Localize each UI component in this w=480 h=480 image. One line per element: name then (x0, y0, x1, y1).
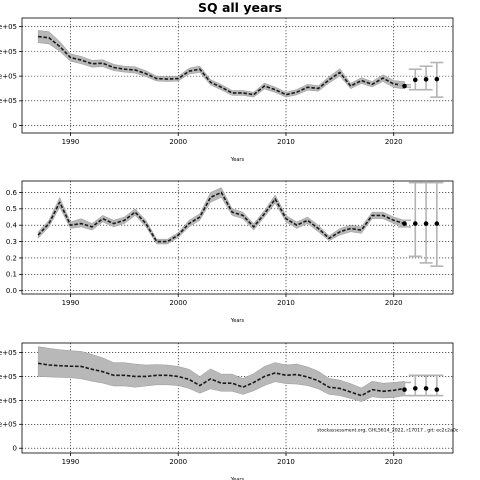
y-tick-label: 0.1 (6, 271, 17, 279)
panel-3: 1990 2000 2010 2020 0 1e+05 2e+05 3e+05 4e+05 Yea… (0, 342, 454, 480)
figure-title: SQ all years (198, 0, 282, 15)
y-tick-label: 4e+05 (0, 349, 17, 357)
forecast-point (412, 386, 418, 391)
forecast-point (423, 386, 429, 391)
y-tick-label: 0.3 (6, 238, 17, 246)
forecast-point (434, 387, 440, 392)
x-tick-label: 2010 (277, 138, 295, 146)
forecast-point (434, 221, 440, 226)
y-tick-label: 3e+05 (0, 373, 17, 381)
estimate-line (37, 191, 405, 243)
confidence-band (37, 187, 405, 245)
y-tick-label: 0.4 (6, 222, 18, 230)
y-tick-label: 0.2 (6, 254, 17, 262)
y-tick-label: 0.0 (6, 287, 17, 295)
x-tick-label: 2020 (385, 458, 403, 466)
x-axis-label: Years (230, 157, 245, 163)
forecast-point (402, 387, 407, 392)
confidence-band (37, 346, 405, 402)
plot-frame (21, 17, 454, 134)
x-tick-label: 2000 (169, 299, 187, 307)
panel-2: 1990 2000 2010 2020 0.0 0.1 0.2 0.3 0.4 0.5 0.6 Yea… (6, 180, 454, 324)
x-tick-label: 2020 (385, 138, 403, 146)
y-tick-label: 4e+05 (0, 23, 17, 31)
y-tick-label: 0.6 (6, 189, 18, 197)
estimate-line (38, 362, 405, 397)
x-axis-label: Years (230, 318, 245, 324)
plot-frame (21, 342, 454, 454)
y-tick-label: 0 (13, 445, 17, 453)
forecast-point (402, 83, 407, 89)
y-tick-label: 1e+05 (0, 421, 17, 429)
x-tick-label: 1990 (62, 299, 80, 307)
panel-1: 1990 2000 2010 2020 0 1e+05 2e+05 3e+05 4e+05 Yea… (0, 17, 454, 163)
y-tick-label: 0 (13, 122, 17, 130)
confidence-band (37, 30, 405, 98)
x-tick-label: 2020 (385, 299, 403, 307)
x-tick-label: 1990 (62, 138, 80, 146)
y-tick-label: 2e+05 (0, 397, 17, 405)
y-tick-label: 3e+05 (0, 48, 17, 56)
credit-text: stockassessment.org, GHL5614_2022, r1701… (317, 428, 459, 434)
forecast-point (402, 221, 407, 226)
forecast-point (434, 76, 440, 82)
forecast-point (423, 77, 429, 82)
forecast-point (412, 77, 418, 83)
x-axis-label: Years (230, 477, 245, 480)
estimate-line (38, 35, 405, 96)
forecast-point (423, 221, 429, 226)
x-tick-label: 2000 (169, 458, 187, 466)
y-tick-label: 1e+05 (0, 97, 17, 105)
x-tick-label: 2010 (277, 299, 295, 307)
x-tick-label: 2010 (277, 458, 295, 466)
x-tick-label: 2000 (169, 138, 187, 146)
y-tick-label: 0.5 (6, 205, 17, 213)
plot-frame (21, 180, 454, 295)
forecast-point (412, 221, 418, 226)
x-tick-label: 1990 (62, 458, 80, 466)
y-tick-label: 2e+05 (0, 73, 17, 81)
